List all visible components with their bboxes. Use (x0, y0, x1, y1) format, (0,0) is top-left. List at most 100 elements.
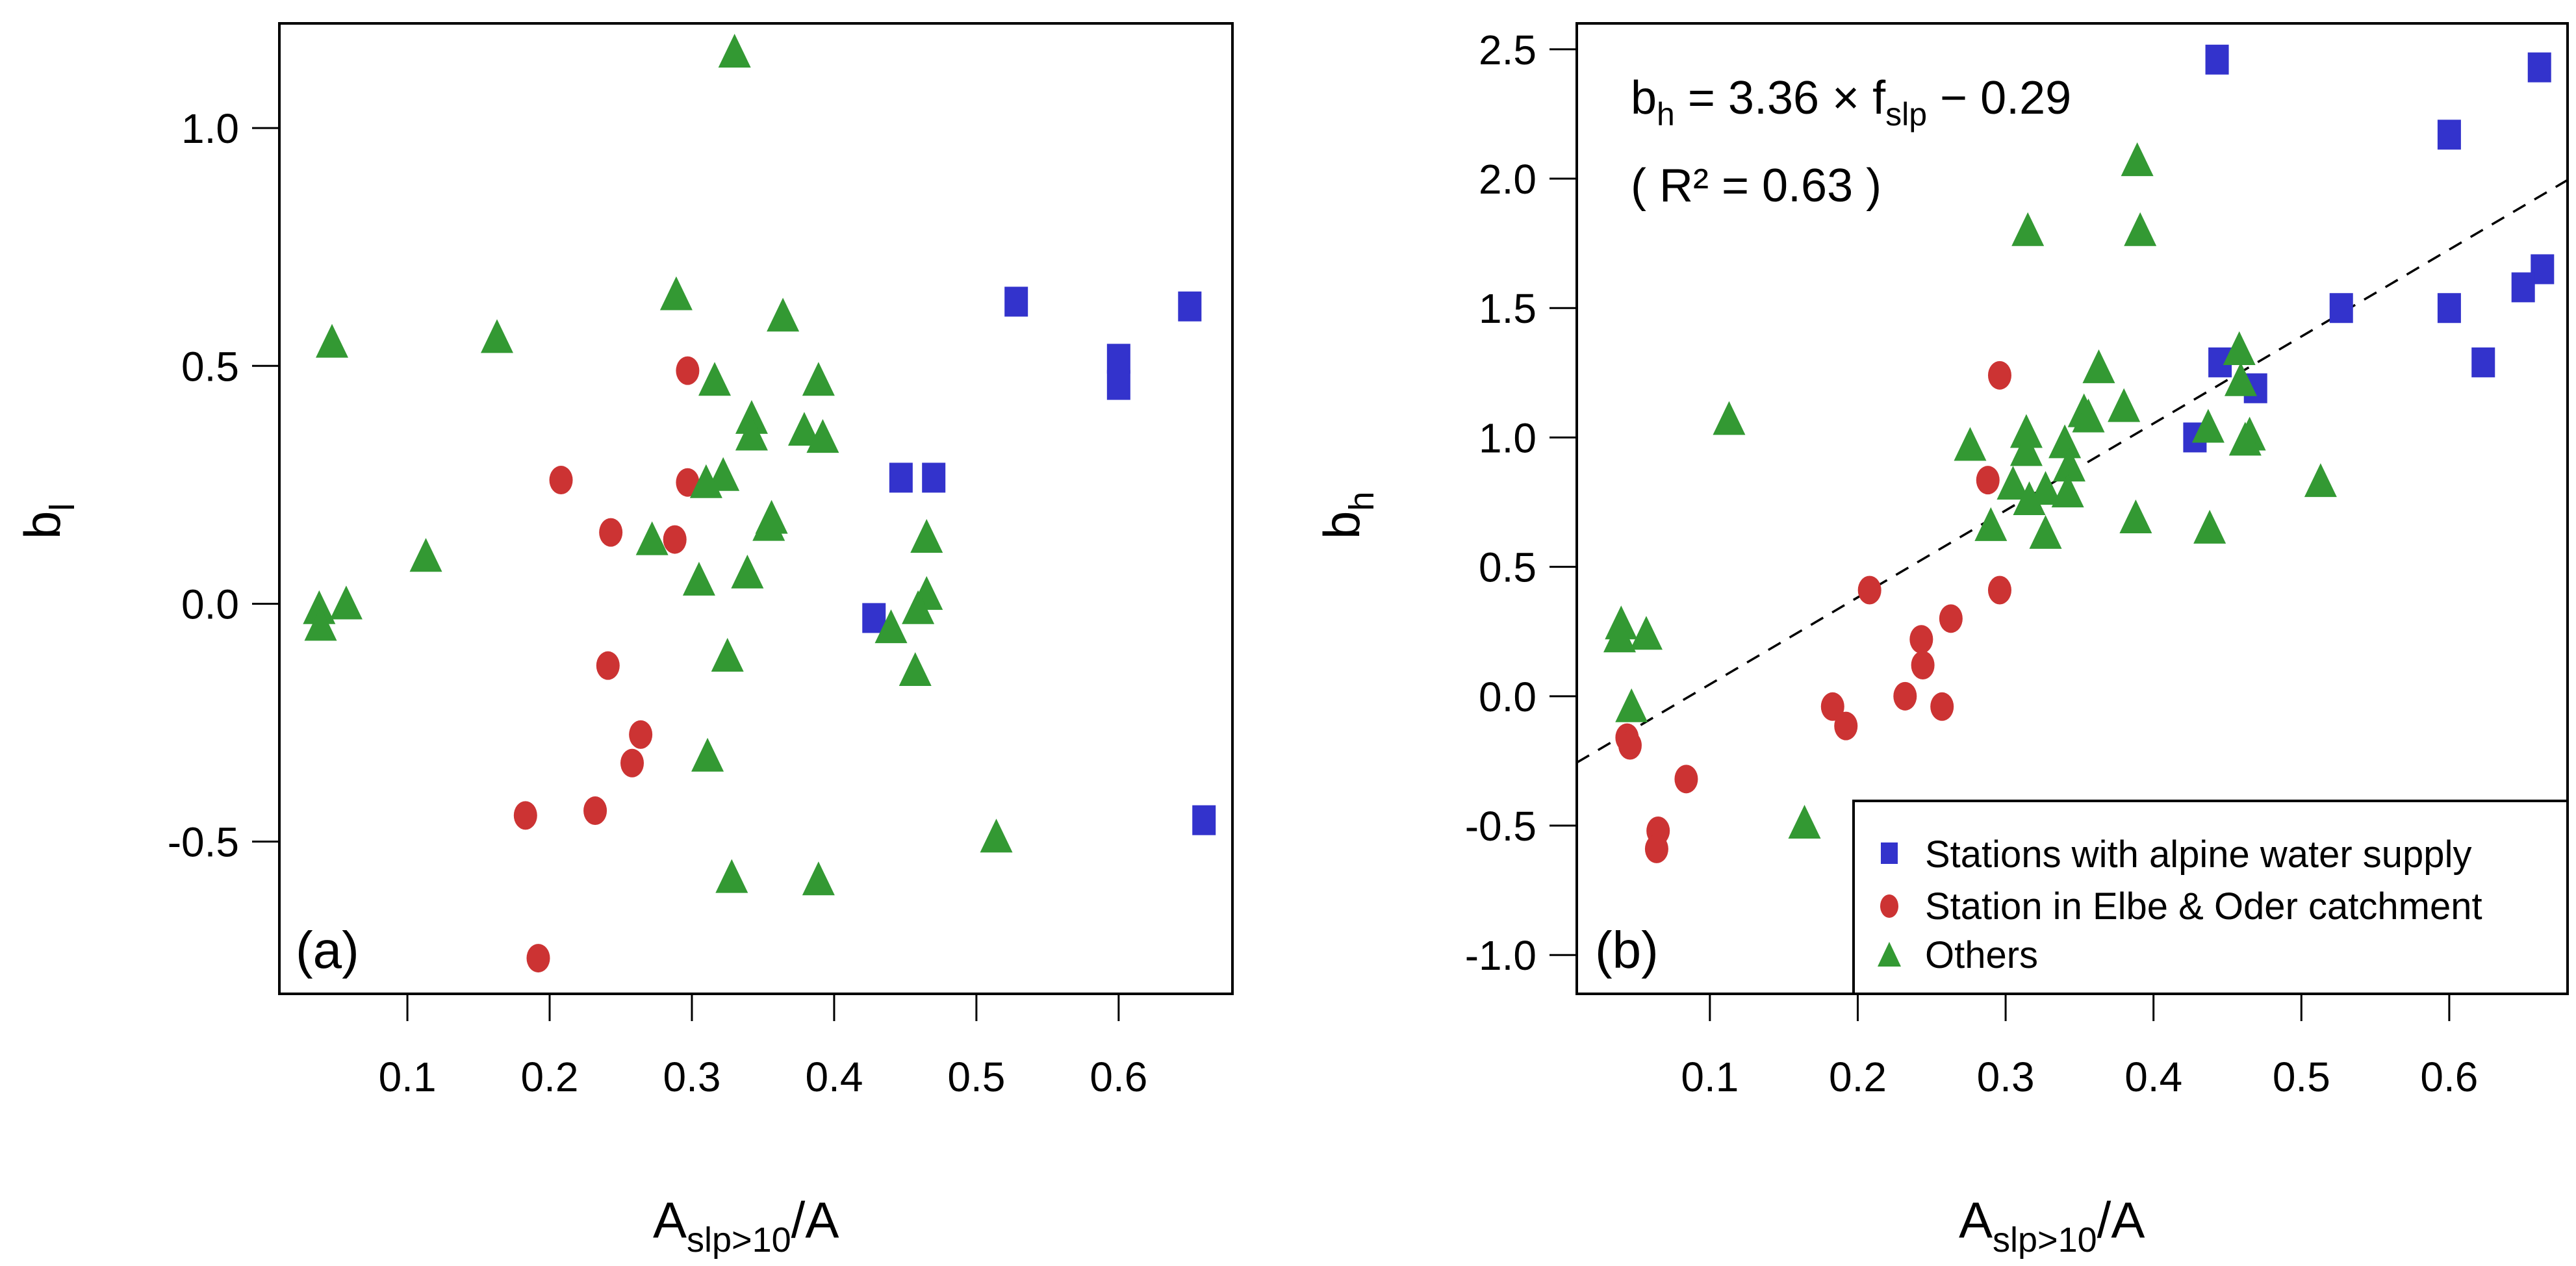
data-point-elbe-oder (1987, 361, 2011, 390)
x-tick-label: 0.1 (1681, 1054, 1739, 1100)
data-point-others (2121, 142, 2154, 177)
data-point-others (2119, 499, 2152, 533)
data-point-others (735, 416, 768, 451)
panel-b-label: (b) (1595, 921, 1659, 979)
x-tick-label: 0.5 (2273, 1054, 2330, 1100)
data-point-others (1713, 401, 1746, 435)
data-point-others (481, 319, 514, 353)
data-point-others (806, 419, 839, 453)
legend-label-alpine: Stations with alpine water supply (1925, 833, 2471, 876)
data-point-others (2052, 448, 2085, 482)
data-point-others (1603, 618, 1637, 653)
y-tick-label: 1.0 (1479, 414, 1537, 461)
data-point-others (2011, 212, 2045, 246)
x-tick-label: 0.6 (1090, 1054, 1147, 1100)
legend-box (1852, 800, 2569, 995)
y-tick-label: 1.0 (181, 105, 239, 152)
data-point-others (1788, 805, 1821, 839)
data-point-others (2124, 212, 2157, 246)
y-tick-label: 0.0 (1479, 674, 1537, 720)
y-tick-label: 2.5 (1479, 27, 1537, 73)
data-point-others (2108, 388, 2141, 422)
y-tick-label: 0.5 (1479, 544, 1537, 591)
data-point-elbe-oder (526, 944, 550, 973)
data-point-elbe-oder (513, 801, 537, 830)
data-point-elbe-oder (1857, 576, 1881, 605)
data-point-elbe-oder (596, 651, 620, 680)
data-point-others (2072, 398, 2105, 433)
data-point-others (718, 33, 751, 68)
data-point-others (1615, 688, 1648, 722)
panel-b: 0.1 0.2 0.3 0.4 0.5 0.6 -1.0 -0.5 0.0 0.5 1.0 1.5 2… (1313, 22, 2569, 1260)
data-point-others (2082, 349, 2115, 383)
y-tick-label: 2.0 (1479, 156, 1537, 203)
panel-a-plot-frame (278, 22, 1234, 995)
y-tick-label: 0.0 (181, 581, 239, 627)
data-point-others (316, 323, 349, 358)
data-point-elbe-oder (1987, 576, 2011, 605)
legend-label-others: Others (1925, 934, 2038, 976)
data-point-others (409, 538, 442, 572)
data-point-others (682, 561, 715, 596)
data-point-alpine (2437, 293, 2461, 323)
data-point-others (635, 521, 669, 555)
data-point-elbe-oder (1834, 711, 1858, 741)
x-tick-label: 0.3 (663, 1054, 721, 1100)
panel-a-x-axis-title: Aslp>10/A (653, 1191, 839, 1260)
data-point-others (2013, 481, 2046, 516)
x-tick-label: 0.1 (379, 1054, 437, 1100)
data-point-elbe-oder (1930, 692, 1954, 721)
data-point-elbe-oder (663, 525, 687, 554)
data-point-others (2191, 409, 2225, 443)
x-tick-label: 0.4 (805, 1054, 863, 1100)
data-point-others (899, 652, 932, 686)
panel-a-y-axis-title: bl (14, 503, 82, 539)
panel-b-y-axis: -1.0 -0.5 0.0 0.5 1.0 1.5 2.0 2.5 (1465, 27, 1577, 979)
r-squared-annotation: ( R² = 0.63 ) (1631, 160, 1881, 212)
data-point-others (802, 362, 835, 396)
data-point-others (2228, 422, 2262, 456)
data-point-elbe-oder (1909, 625, 1933, 654)
data-point-elbe-oder (583, 796, 607, 826)
data-point-elbe-oder (1893, 681, 1917, 711)
data-point-elbe-oder (599, 518, 623, 547)
data-point-alpine (2511, 272, 2535, 303)
data-point-others (787, 412, 821, 446)
data-point-alpine (1192, 805, 1216, 835)
data-point-others (910, 518, 943, 553)
data-point-others (698, 362, 732, 396)
panel-a-x-axis: 0.1 0.2 0.3 0.4 0.5 0.6 (379, 994, 1147, 1100)
data-point-alpine (2437, 120, 2461, 150)
data-point-alpine (889, 462, 913, 493)
data-point-others (980, 818, 1013, 853)
legend-marker-alpine (1881, 842, 1898, 864)
legend-marker-elbe-oder (1880, 894, 1898, 918)
data-point-others (2029, 514, 2062, 549)
panel-a: 0.1 0.2 0.3 0.4 0.5 0.6 -0.5 0.0 0.5 1.0 (a) Asl… (14, 22, 1234, 1260)
data-point-elbe-oder (1911, 651, 1935, 680)
data-point-others (767, 298, 800, 332)
panel-a-points (303, 33, 1216, 973)
regression-equation: bh = 3.36 × fslp − 0.29 (1631, 72, 2071, 133)
data-point-others (802, 861, 835, 896)
data-point-alpine (1178, 291, 1202, 322)
data-point-alpine (2329, 293, 2353, 323)
data-point-others (304, 607, 337, 641)
data-point-others (659, 276, 693, 310)
data-point-others (2048, 424, 2082, 459)
data-point-others (329, 585, 363, 620)
legend-marker-others (1878, 942, 1901, 967)
data-point-others (902, 590, 935, 624)
data-point-elbe-oder (1976, 466, 2000, 495)
x-tick-label: 0.2 (1829, 1054, 1887, 1100)
data-point-others (2051, 474, 2084, 508)
panel-b-x-axis-title: Aslp>10/A (1959, 1191, 2145, 1260)
data-point-others (689, 464, 722, 498)
legend-label-elbe-oder: Station in Elbe & Oder catchment (1925, 885, 2482, 928)
x-tick-label: 0.4 (2124, 1054, 2182, 1100)
data-point-alpine (922, 462, 946, 493)
data-point-alpine (1106, 370, 1130, 400)
data-point-elbe-oder (676, 356, 700, 385)
data-point-elbe-oder (1820, 692, 1844, 721)
